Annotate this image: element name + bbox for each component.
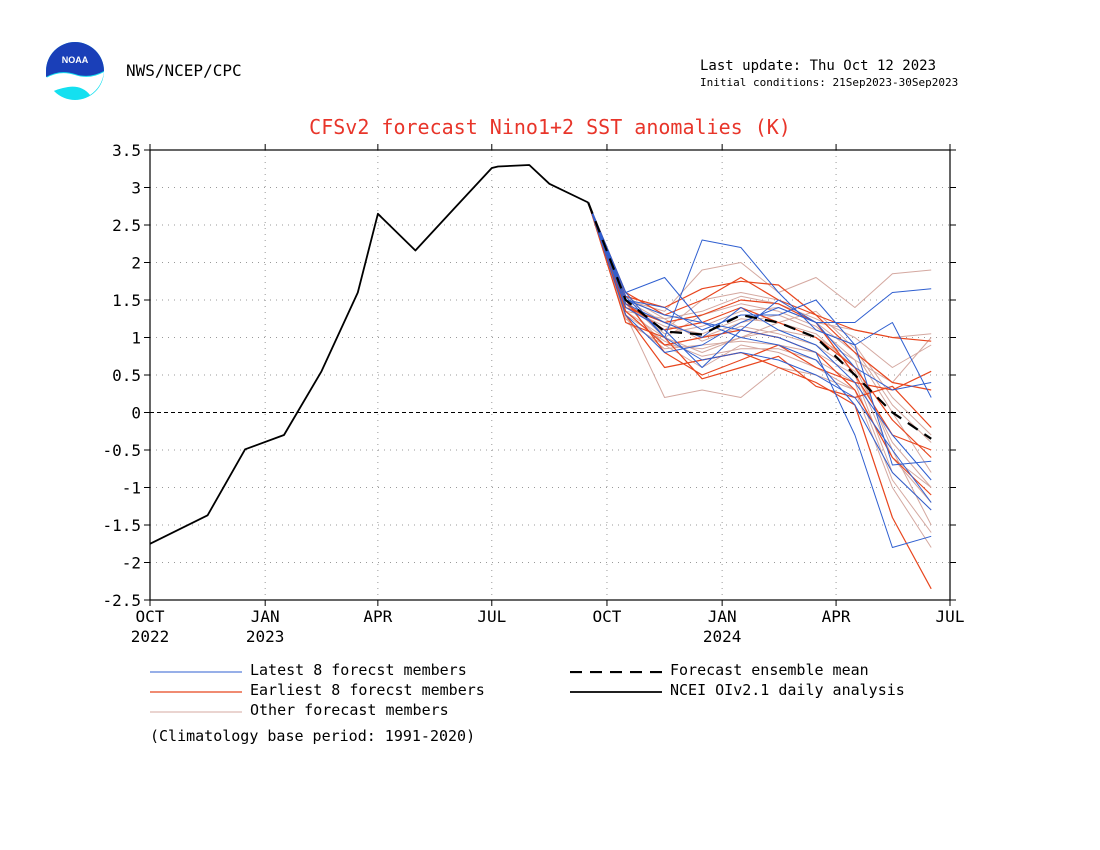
member-line-other [587,202,932,526]
member-line-earliest [587,202,932,590]
x-tick-label: JUL [936,607,965,626]
member-line-other [587,202,932,312]
member-line-latest [587,202,932,391]
y-tick-label: 0 [131,404,141,423]
last-update: Last update: Thu Oct 12 2023 [700,58,937,74]
member-line-other [587,202,932,533]
member-line-earliest [587,202,932,428]
member-line-latest [587,202,932,548]
noaa-logo: NOAA [46,42,104,100]
climatology-note: (Climatology base period: 1991-2020) [150,727,476,745]
y-tick-label: -2 [122,554,141,573]
legend-swatch [150,711,242,713]
member-line-earliest [587,202,932,391]
legend-swatch [570,671,662,674]
y-tick-label: 1.5 [112,291,141,310]
y-tick-label: 3.5 [112,141,141,160]
y-tick-label: 2 [131,254,141,273]
x-tick-label: OCT [593,607,622,626]
y-tick-label: 1 [131,329,141,348]
y-tick-label: 2.5 [112,216,141,235]
noaa-logo-text: NOAA [62,55,89,65]
legend-label: Other forecast members [250,701,449,719]
y-tick-label: -2.5 [102,591,141,610]
member-line-earliest [587,202,932,391]
chart-title: CFSv2 forecast Nino1+2 SST anomalies (K) [309,115,791,139]
member-line-latest [587,202,932,511]
member-line-other [587,202,932,383]
member-line-other [587,202,932,488]
initial-conditions: Initial conditions: 21Sep2023-30Sep2023 [700,76,959,89]
legend-label: Earliest 8 forecst members [250,681,485,699]
x-tick-label: JUL [477,607,506,626]
obs-line [149,164,589,545]
y-tick-label: -1 [122,479,141,498]
mean-line [587,202,932,440]
y-tick-label: 3 [131,179,141,198]
x-tick-label: APR [822,607,851,626]
legend-label: Latest 8 forecst members [250,661,467,679]
legend-label: Forecast ensemble mean [670,661,869,679]
legend-swatch [150,691,242,693]
y-tick-label: 0.5 [112,366,141,385]
x-tick-year: 2023 [246,627,285,646]
legend-swatch [150,671,242,673]
y-tick-label: -0.5 [102,441,141,460]
x-tick-label: APR [363,607,392,626]
legend-label: NCEI OIv2.1 daily analysis [670,681,905,699]
x-tick-label: JAN [708,607,737,626]
legend-swatch [570,691,662,693]
x-tick-year: 2022 [131,627,170,646]
member-line-other [587,202,932,443]
x-tick-year: 2024 [703,627,742,646]
y-tick-label: -1.5 [102,516,141,535]
x-tick-label: OCT [136,607,165,626]
x-tick-label: JAN [251,607,280,626]
member-line-latest [587,202,932,481]
org-label: NWS/NCEP/CPC [126,61,242,80]
